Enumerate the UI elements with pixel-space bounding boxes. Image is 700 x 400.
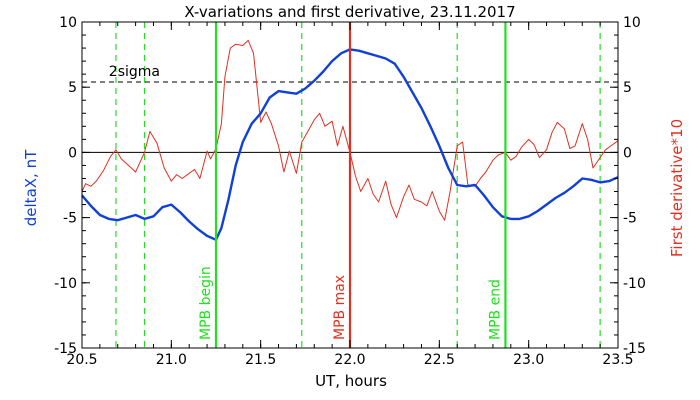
y-tick-label-left: -15 — [54, 341, 77, 357]
event-marker-label: MPB begin — [198, 266, 214, 340]
x-tick-label: 23.5 — [602, 352, 633, 368]
y-tick-label-right: 0 — [623, 145, 632, 161]
event-marker-label: MPB max — [332, 275, 348, 340]
y-axis-label-right: First derivative*10 — [668, 119, 686, 257]
y-tick-label-left: 5 — [68, 80, 77, 96]
plot-area: 2sigma MPB begin MPB max MPB end 20.5 21.0 21.… — [54, 15, 646, 368]
event-marker-label: MPB end — [487, 279, 503, 340]
deltax-series-line — [81, 48, 619, 242]
x-tick-label: 21.5 — [245, 352, 276, 368]
y-tick-label-right: 10 — [623, 15, 641, 31]
y-tick-label-left: 0 — [68, 145, 77, 161]
x-tick-label: 23.0 — [513, 352, 544, 368]
y-tick-label-left: -5 — [63, 211, 77, 227]
y-tick-label-right: -5 — [623, 211, 637, 227]
y-tick-label-left: -10 — [54, 276, 77, 292]
y-axis-label-left: deltaX, nT — [22, 149, 40, 226]
x-axis-label: UT, hours — [315, 372, 387, 390]
x-tick-label: 21.0 — [156, 352, 187, 368]
y-tick-label-right: -10 — [623, 276, 646, 292]
x-tick-label: 20.5 — [66, 352, 97, 368]
chart-title: X-variations and first derivative, 23.11… — [184, 3, 515, 21]
threshold-label: 2sigma — [109, 64, 160, 80]
y-tick-label-left: 10 — [59, 15, 77, 31]
y-tick-label-right: 5 — [623, 80, 632, 96]
x-tick-label: 22.0 — [334, 352, 365, 368]
y-tick-label-right: -15 — [623, 341, 646, 357]
x-tick-label: 22.5 — [424, 352, 455, 368]
